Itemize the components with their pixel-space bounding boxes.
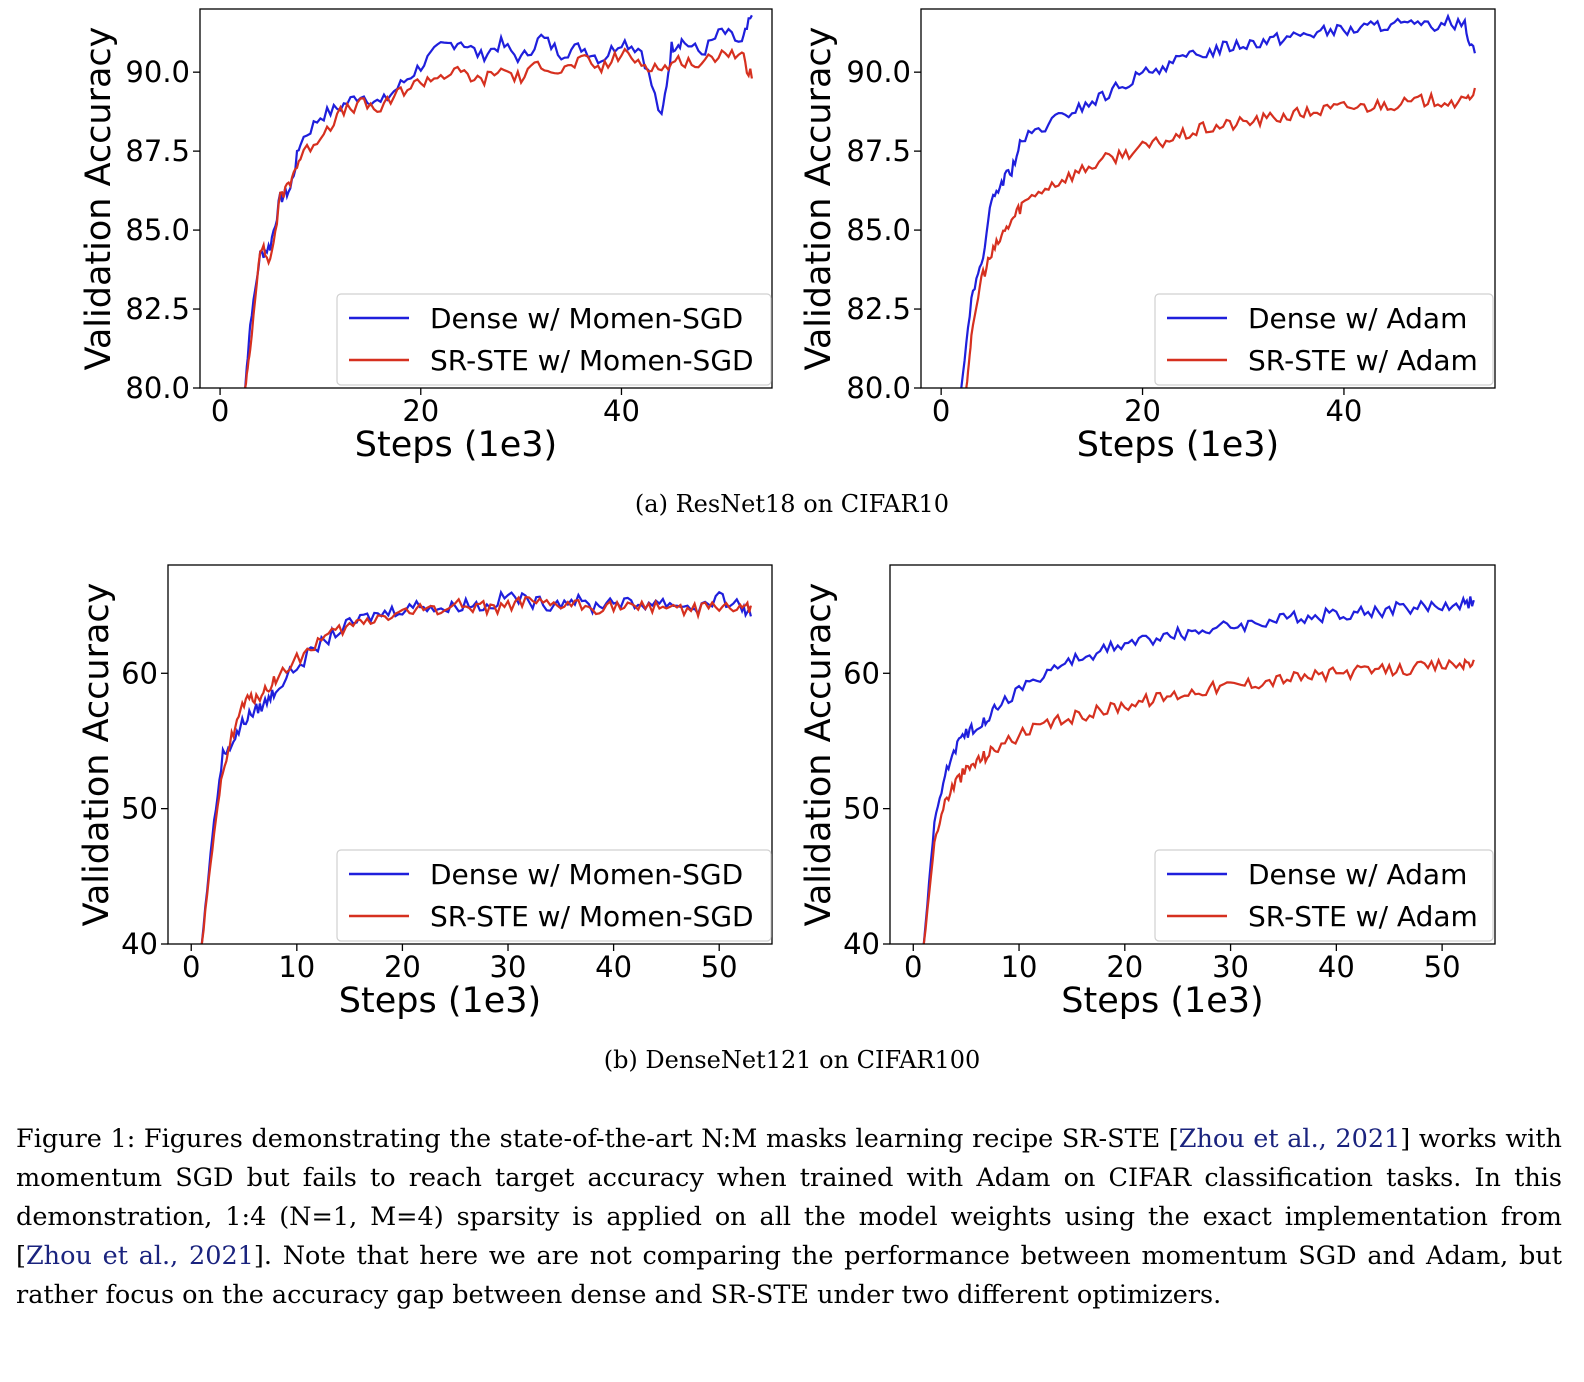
- x-tick-label: 20: [1124, 394, 1161, 428]
- x-axis-label: Steps (1e3): [1077, 425, 1279, 465]
- y-tick-label: 50: [121, 792, 158, 826]
- y-tick-label: 90.0: [125, 55, 190, 89]
- plot-frame: [199, 8, 773, 389]
- x-tick-label: 40: [595, 950, 632, 984]
- caption-text-1: Figure 1: Figures demonstrating the stat…: [16, 1124, 1179, 1154]
- subcaption-b: (b) DenseNet121 on CIFAR100: [603, 1046, 981, 1074]
- caption-text-3: ]. Note that here we are not comparing t…: [16, 1241, 1562, 1310]
- citation-link[interactable]: Zhou et al., 2021: [25, 1241, 254, 1271]
- legend-label: Dense w/ Adam: [1248, 302, 1467, 335]
- series-line-dense: [960, 13, 1476, 388]
- legend-label: SR-STE w/ Momen-SGD: [430, 344, 754, 377]
- y-axis-label: Validation Accuracy: [799, 583, 839, 927]
- chart-densenet121-adam: 0 10 20 30 40 50 40 50 60 Steps (1e3) Validation A…: [799, 564, 1496, 1021]
- y-tick-label: 90.0: [846, 55, 911, 89]
- subcaption-a: (a) ResNet18 on CIFAR10: [634, 490, 950, 518]
- x-tick-label: 40: [603, 394, 640, 428]
- y-tick-label: 40: [121, 927, 158, 961]
- x-axis-label: Steps (1e3): [339, 981, 541, 1021]
- y-tick-label: 50: [843, 792, 880, 826]
- x-tick-label: 0: [932, 394, 950, 428]
- y-tick-label: 60: [843, 656, 880, 690]
- x-tick-label: 20: [402, 394, 439, 428]
- legend-label: Dense w/ Adam: [1248, 858, 1467, 891]
- y-tick-label: 82.5: [125, 292, 190, 326]
- x-tick-label: 50: [701, 950, 738, 984]
- legend-label: Dense w/ Momen-SGD: [430, 302, 743, 335]
- plot-frame: [889, 564, 1496, 945]
- legend-box: [1154, 293, 1494, 386]
- y-tick-label: 87.5: [846, 134, 911, 168]
- figure-charts: 0 20 40 80.0 82.5 85.0 87.5 90.0 Steps (1e3) Vali…: [77, 8, 1496, 1021]
- x-tick-label: 10: [278, 950, 315, 984]
- y-tick-label: 85.0: [125, 213, 190, 247]
- plot-frame: [167, 564, 773, 945]
- legend-box: [1154, 849, 1494, 942]
- legend-box: [336, 849, 772, 942]
- figure-caption: Figure 1: Figures demonstrating the stat…: [16, 1120, 1562, 1315]
- x-tick-label: 10: [1001, 950, 1038, 984]
- series-line-dense: [244, 14, 753, 388]
- y-axis-label: Validation Accuracy: [799, 27, 839, 371]
- legend-label: Dense w/ Momen-SGD: [430, 858, 743, 891]
- x-tick-label: 20: [1106, 950, 1143, 984]
- x-tick-label: 20: [384, 950, 421, 984]
- x-axis-label: Steps (1e3): [355, 425, 557, 465]
- plot-frame: [920, 8, 1496, 389]
- x-tick-label: 30: [1212, 950, 1249, 984]
- legend-label: SR-STE w/ Adam: [1248, 900, 1478, 933]
- x-tick-label: 30: [490, 950, 527, 984]
- chart-densenet121-momentum-sgd: 0 10 20 30 40 50 40 50 60 Steps (1e3) Validation A…: [77, 564, 773, 1021]
- x-tick-label: 40: [1318, 950, 1355, 984]
- series-line-dense: [922, 595, 1475, 944]
- x-tick-label: 0: [904, 950, 922, 984]
- x-tick-label: 0: [211, 394, 229, 428]
- chart-resnet18-momentum-sgd: 0 20 40 80.0 82.5 85.0 87.5 90.0 Steps (1e3) Vali…: [79, 8, 773, 465]
- y-tick-label: 87.5: [125, 134, 190, 168]
- y-axis-label: Validation Accuracy: [79, 27, 119, 371]
- y-tick-label: 85.0: [846, 213, 911, 247]
- x-axis-label: Steps (1e3): [1061, 981, 1263, 1021]
- legend-box: [336, 293, 772, 386]
- y-tick-label: 40: [843, 927, 880, 961]
- legend-label: SR-STE w/ Adam: [1248, 344, 1478, 377]
- y-tick-label: 82.5: [846, 292, 911, 326]
- legend-label: SR-STE w/ Momen-SGD: [430, 900, 754, 933]
- caption-text-2: ] works with momentum SGD but fails to r…: [16, 1124, 1562, 1271]
- citation-link[interactable]: Zhou et al., 2021: [1178, 1124, 1401, 1154]
- chart-resnet18-adam: 0 20 40 80.0 82.5 85.0 87.5 90.0 Steps (1e3) Vali…: [799, 8, 1496, 465]
- x-tick-label: 40: [1325, 394, 1362, 428]
- series-line-sr-ste: [244, 47, 753, 388]
- series-line-sr-ste: [922, 657, 1475, 944]
- y-tick-label: 80.0: [125, 371, 190, 405]
- y-tick-label: 60: [121, 656, 158, 690]
- series-line-sr-ste: [200, 595, 752, 944]
- series-line-sr-ste: [965, 87, 1476, 388]
- x-tick-label: 50: [1424, 950, 1461, 984]
- y-tick-label: 80.0: [846, 371, 911, 405]
- x-tick-label: 0: [182, 950, 200, 984]
- y-axis-label: Validation Accuracy: [77, 583, 117, 927]
